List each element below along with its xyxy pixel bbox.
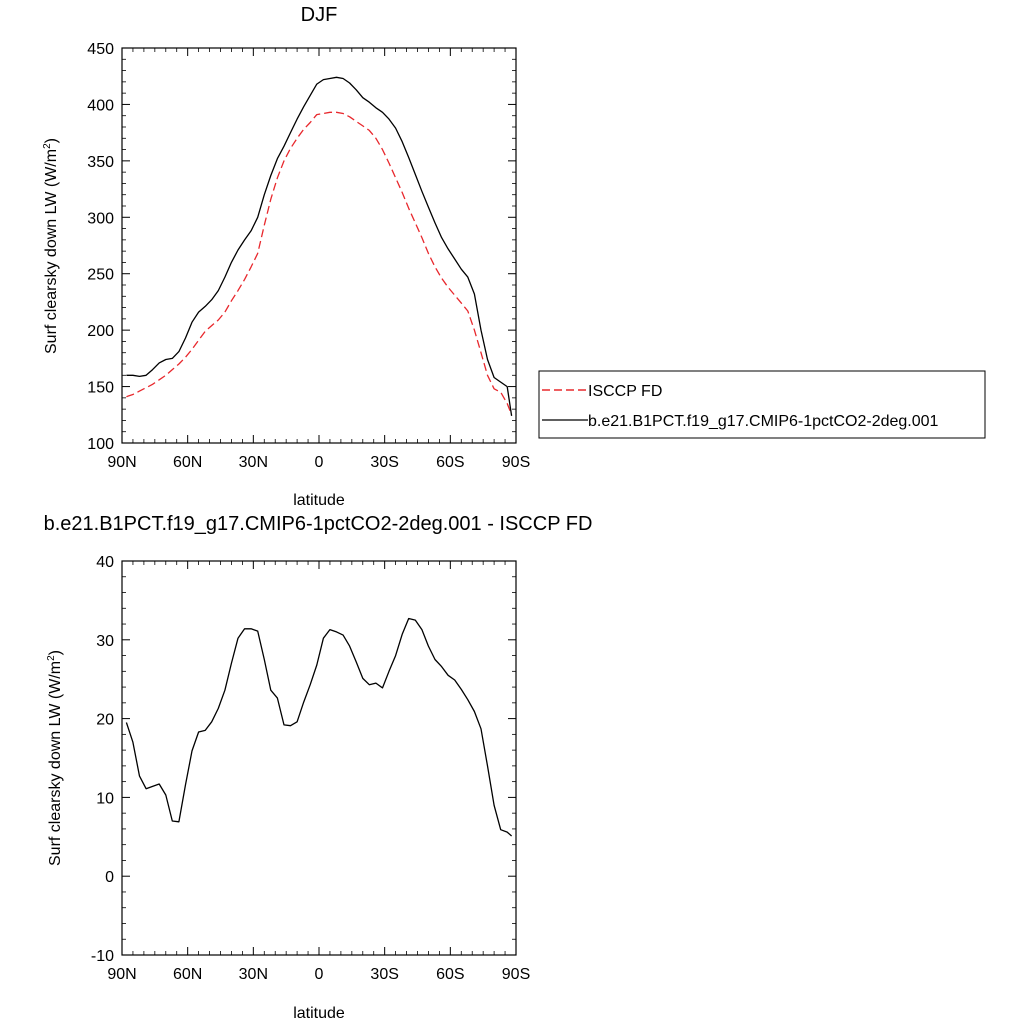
top-y-tick-label: 200 — [87, 323, 114, 340]
bottom-y-axis-label-main: Surf clearsky down LW (W/m — [47, 661, 64, 866]
top-x-tick-label: 60N — [173, 454, 202, 471]
bottom-y-tick-label: 10 — [96, 790, 114, 807]
figure: DJF 90N 60N 30N 0 30S 60S 90S10015020025030035… — [0, 0, 1024, 1024]
bottom-y-tick-label: 40 — [96, 554, 114, 571]
bottom-x-tick-label: 90N — [107, 966, 136, 983]
legend: ISCCP FD b.e21.B1PCT.f19_g17.CMIP6-1pctC… — [539, 371, 985, 438]
top-x-axis-label: latitude — [293, 492, 345, 509]
top-series-line-0 — [126, 112, 511, 415]
top-axis-ticks — [122, 48, 516, 443]
top-y-axis-label: Surf clearsky down LW (W/m2) — [42, 138, 60, 354]
top-y-tick-label: 450 — [87, 41, 114, 58]
top-panel: DJF 90N 60N 30N 0 30S 60S 90S 100 150 200 250 300 35… — [42, 4, 530, 509]
bottom-y-axis-label: Surf clearsky down LW (W/m2) — [46, 650, 64, 866]
top-y-tick-label: 100 — [87, 436, 114, 453]
bottom-x-tick-label: 0 — [315, 966, 324, 983]
top-series-line-1 — [126, 77, 511, 416]
bottom-y-tick-label: 20 — [96, 712, 114, 729]
bottom-tick-labels: 90N 60N 30N 0 30S 60S 90S -10 0 10 20 30 40 — [91, 554, 530, 983]
top-y-tick-label: 150 — [87, 380, 114, 397]
bottom-series-line-0 — [126, 619, 511, 837]
bottom-panel: b.e21.B1PCT.f19_g17.CMIP6-1pctCO2-2deg.0… — [44, 513, 593, 1022]
top-y-axis-label-main: Surf clearsky down LW (W/m — [43, 149, 60, 354]
top-x-tick-label: 0 — [315, 454, 324, 471]
bottom-series-group — [126, 619, 511, 837]
bottom-x-tick-label: 90S — [502, 966, 530, 983]
top-y-tick-label: 400 — [87, 97, 114, 114]
top-x-tick-label: 30S — [370, 454, 398, 471]
bottom-y-tick-label: -10 — [91, 948, 114, 965]
top-y-tick-label: 250 — [87, 267, 114, 284]
top-x-tick-label: 60S — [436, 454, 464, 471]
bottom-x-axis-label: latitude — [293, 1005, 345, 1022]
top-chart-title: DJF — [301, 4, 338, 26]
bottom-chart-title: b.e21.B1PCT.f19_g17.CMIP6-1pctCO2-2deg.0… — [44, 513, 593, 535]
bottom-x-tick-label: 60N — [173, 966, 202, 983]
top-tick-labels: 90N 60N 30N 0 30S 60S 90S 100 150 200 250 300 350 400… — [87, 41, 530, 471]
top-x-tick-label: 90N — [107, 454, 136, 471]
top-x-tick-label: 90S — [502, 454, 530, 471]
top-y-tick-label: 300 — [87, 210, 114, 227]
top-series-group — [126, 77, 511, 416]
legend-label-model: b.e21.B1PCT.f19_g17.CMIP6-1pctCO2-2deg.0… — [588, 413, 939, 430]
top-x-tick-label: 30N — [239, 454, 268, 471]
bottom-x-tick-label: 30N — [239, 966, 268, 983]
bottom-plot-frame — [122, 561, 516, 955]
bottom-x-tick-label: 30S — [370, 966, 398, 983]
bottom-axis-ticks — [122, 561, 516, 955]
top-y-axis-label-close: ) — [43, 138, 60, 143]
top-plot-frame — [122, 48, 516, 443]
bottom-y-axis-label-close: ) — [47, 650, 64, 655]
bottom-x-tick-label: 60S — [436, 966, 464, 983]
legend-label-isccp-fd: ISCCP FD — [588, 383, 662, 400]
top-y-tick-label: 350 — [87, 154, 114, 171]
bottom-y-tick-label: 30 — [96, 633, 114, 650]
bottom-y-tick-label: 0 — [105, 869, 114, 886]
